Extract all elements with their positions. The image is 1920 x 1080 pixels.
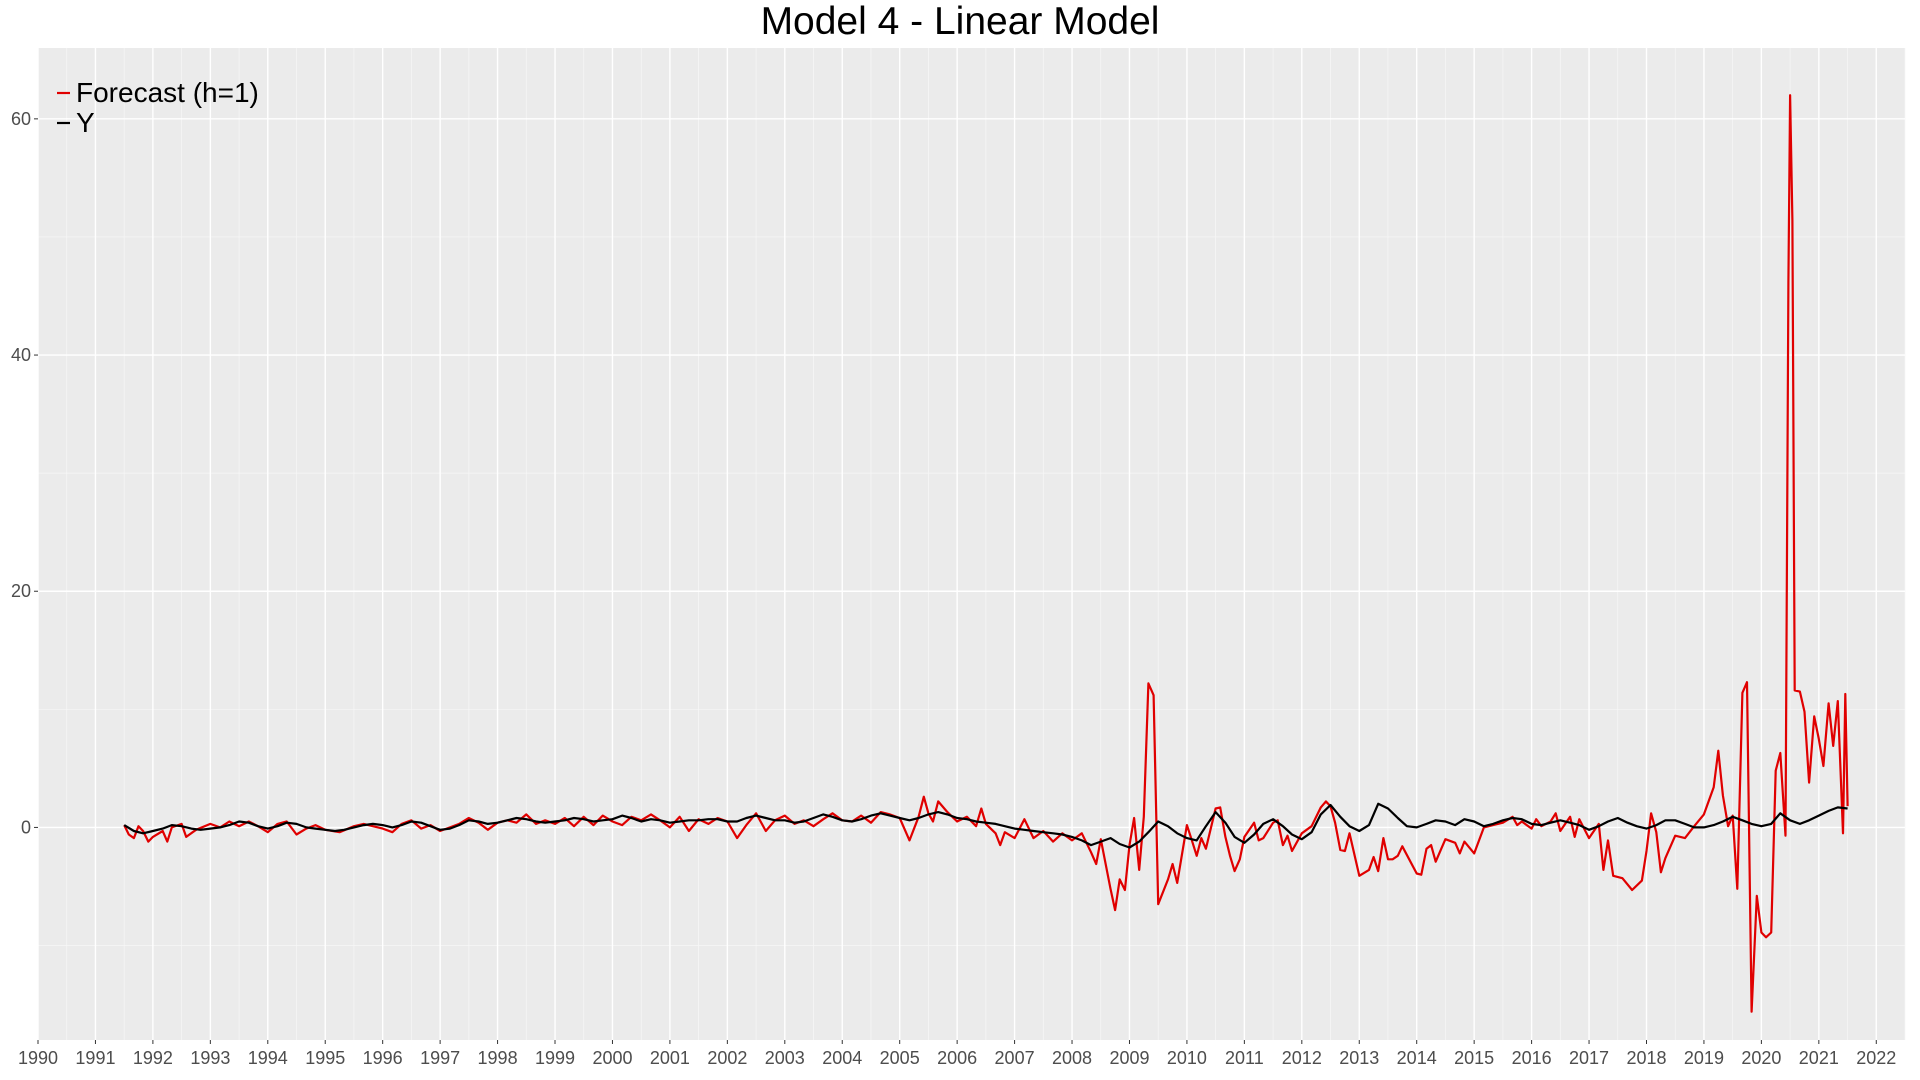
x-tick-label: 1998 — [478, 1048, 518, 1068]
axes: 1990 1991 1992 1993 1994 1995 1996 1997 1998 1999… — [11, 109, 1896, 1068]
series-line-y — [123, 802, 1848, 849]
x-tick-label: 2000 — [592, 1048, 632, 1068]
y-tick-label: 0 — [21, 817, 31, 837]
x-tick-label: 2014 — [1397, 1048, 1437, 1068]
legend-label: Y — [76, 107, 95, 138]
x-tick-label: 2004 — [822, 1048, 862, 1068]
series-layer — [123, 94, 1849, 1013]
x-tick-label: 2002 — [707, 1048, 747, 1068]
x-tick-label: 2019 — [1684, 1048, 1724, 1068]
x-tick-label: 1991 — [75, 1048, 115, 1068]
major-gridlines — [37, 48, 1905, 1040]
x-tick-label: 2012 — [1282, 1048, 1322, 1068]
x-tick-label: 1992 — [133, 1048, 173, 1068]
x-tick-label: 2021 — [1799, 1048, 1839, 1068]
x-tick-label: 2013 — [1339, 1048, 1379, 1068]
plot-panel — [38, 48, 1905, 1040]
x-tick-label: 2015 — [1454, 1048, 1494, 1068]
x-tick-label: 1990 — [18, 1048, 58, 1068]
x-tick-label: 2010 — [1167, 1048, 1207, 1068]
x-tick-label: 2006 — [937, 1048, 977, 1068]
series-line-forecast — [123, 94, 1849, 1013]
x-tick-label: 2008 — [1052, 1048, 1092, 1068]
x-tick-label: 2007 — [995, 1048, 1035, 1068]
x-tick-label: 1994 — [248, 1048, 288, 1068]
y-tick-label: 20 — [11, 581, 31, 601]
x-tick-label: 2003 — [765, 1048, 805, 1068]
chart-title: Model 4 - Linear Model — [760, 0, 1160, 43]
x-tick-label: 1999 — [535, 1048, 575, 1068]
x-tick-label: 1993 — [190, 1048, 230, 1068]
x-tick-label: 2005 — [880, 1048, 920, 1068]
x-tick-label: 2022 — [1856, 1048, 1896, 1068]
x-tick-label: 2011 — [1225, 1048, 1264, 1068]
legend-label: Forecast (h=1) — [76, 77, 259, 108]
x-tick-label: 2018 — [1626, 1048, 1666, 1068]
x-tick-label: 2017 — [1569, 1048, 1609, 1068]
x-tick-label: 2016 — [1512, 1048, 1552, 1068]
y-tick-label: 40 — [11, 345, 31, 365]
legend: Forecast (h=1)Y — [57, 77, 259, 138]
x-tick-label: 1997 — [420, 1048, 460, 1068]
x-tick-label: 2001 — [650, 1048, 690, 1068]
x-tick-label: 2009 — [1109, 1048, 1149, 1068]
x-tick-label: 1996 — [363, 1048, 403, 1068]
x-tick-label: 1995 — [305, 1048, 345, 1068]
y-tick-label: 60 — [11, 109, 31, 129]
x-tick-label: 2020 — [1741, 1048, 1781, 1068]
